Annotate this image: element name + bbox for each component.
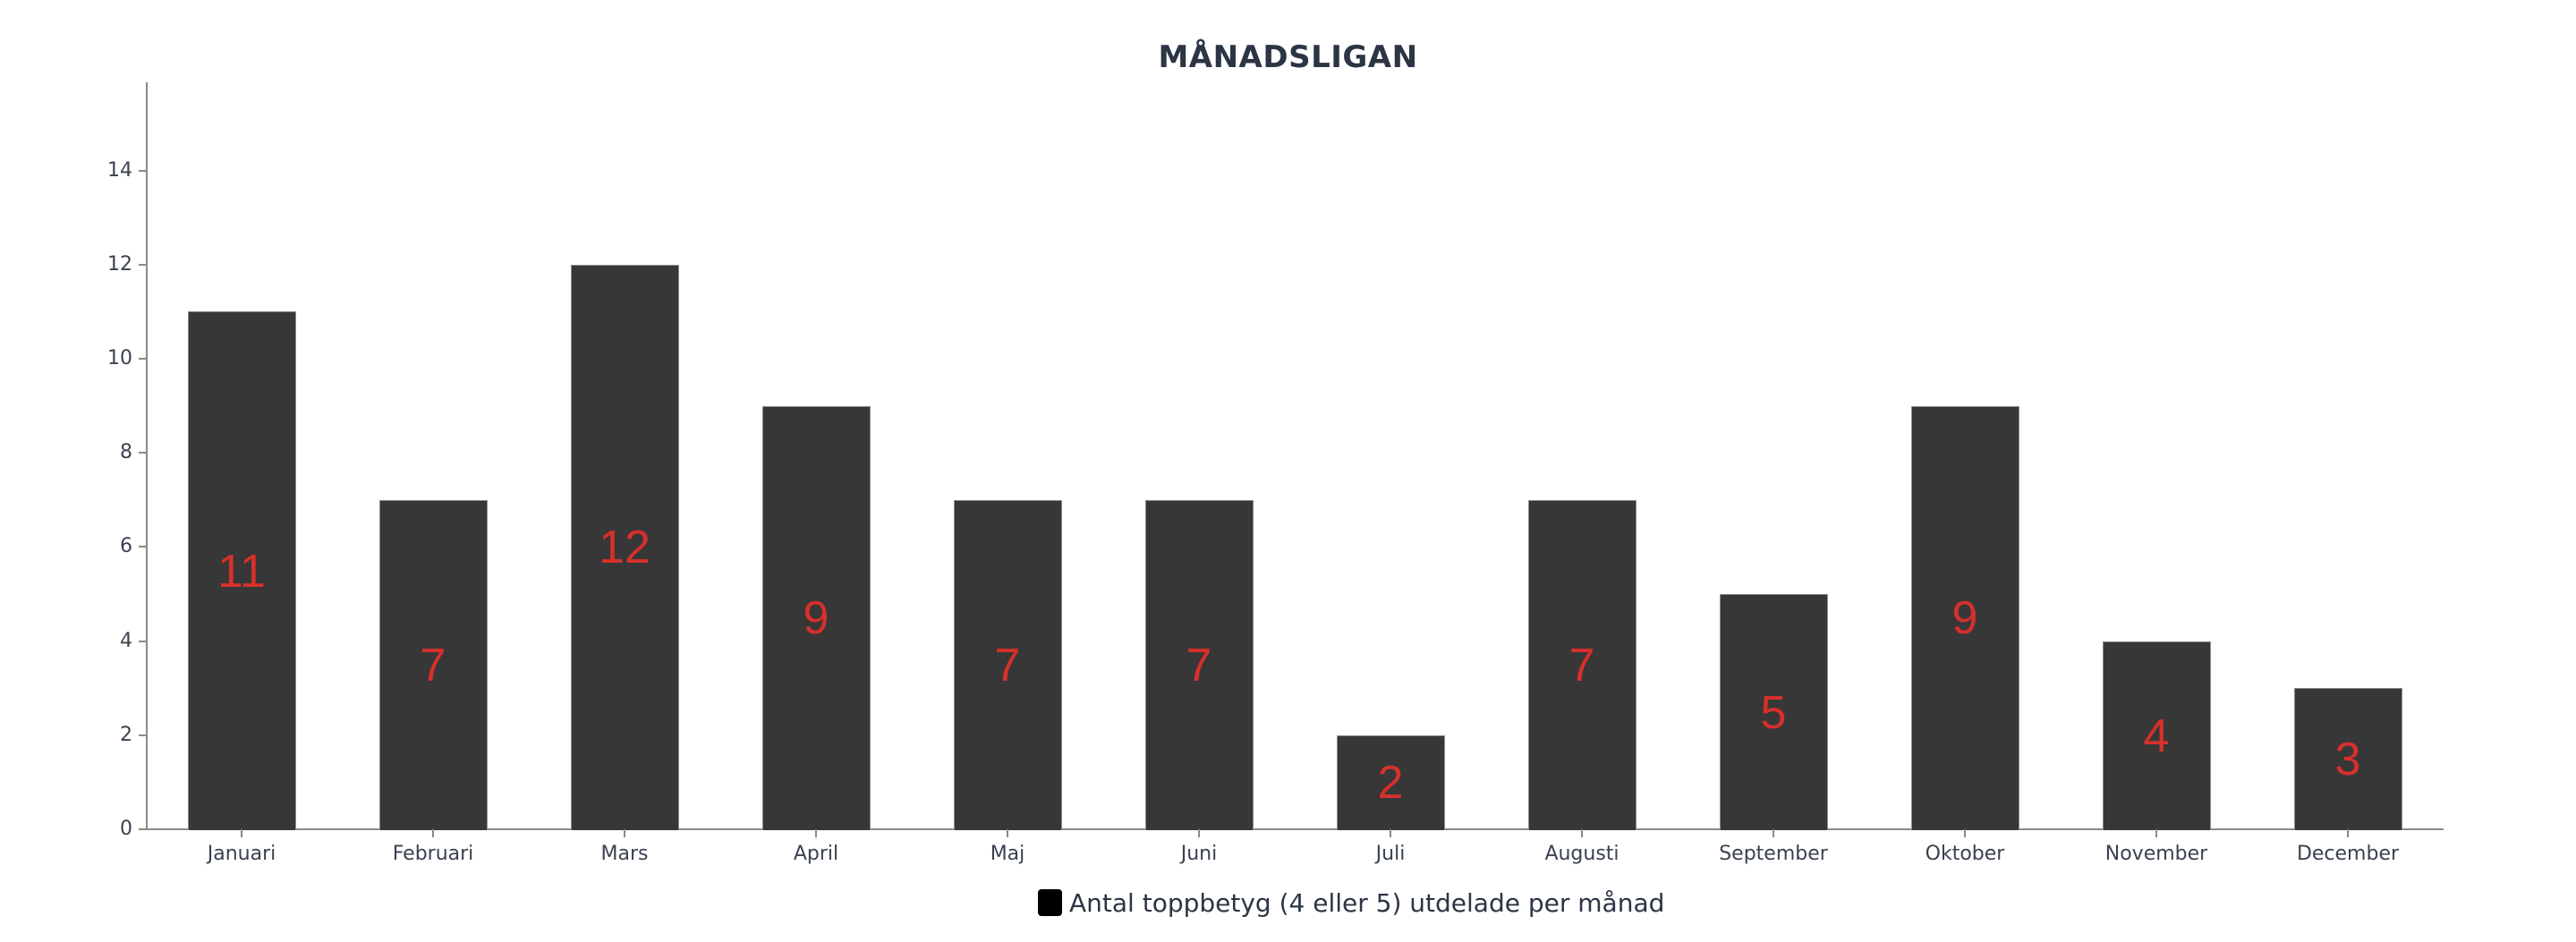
x-tick-label: Februari xyxy=(392,843,474,865)
x-tick xyxy=(624,829,625,837)
y-axis-line xyxy=(146,82,148,830)
x-tick-label: Juni xyxy=(1180,843,1218,865)
bar-december: 3 xyxy=(2293,688,2402,830)
x-tick-label: September xyxy=(1719,843,1828,865)
x-tick xyxy=(241,829,242,837)
chart-title: MÅNADSLIGAN xyxy=(1158,39,1418,75)
x-tick xyxy=(1773,829,1774,837)
x-tick xyxy=(1390,829,1391,837)
bar-value-label: 11 xyxy=(217,545,266,598)
bar-value-label: 3 xyxy=(2334,734,2361,786)
x-tick xyxy=(432,829,434,837)
y-tick-label: 8 xyxy=(120,441,132,464)
x-tick-label: November xyxy=(2104,843,2208,865)
y-tick xyxy=(139,546,147,548)
x-tick-label: Maj xyxy=(990,843,1025,865)
bar-januari: 11 xyxy=(187,311,296,830)
x-tick-label: December xyxy=(2296,843,2400,865)
y-tick xyxy=(139,169,147,172)
bar-april: 9 xyxy=(761,405,871,830)
bar-juni: 7 xyxy=(1144,499,1254,830)
legend: Antal toppbetyg (4 eller 5) utdelade per… xyxy=(1038,886,1664,920)
x-tick-label: Augusti xyxy=(1544,843,1620,865)
x-tick xyxy=(1007,829,1008,837)
x-tick-label: Mars xyxy=(600,843,649,865)
y-tick-label: 2 xyxy=(120,723,132,746)
bar-november: 4 xyxy=(2102,641,2211,830)
legend-label: Antal toppbetyg (4 eller 5) utdelade per… xyxy=(1069,887,1665,918)
x-axis-line xyxy=(146,828,2444,830)
x-tick-label: Januari xyxy=(207,843,276,865)
y-tick-label: 0 xyxy=(120,818,132,840)
bar-value-label: 7 xyxy=(1186,639,1212,692)
y-tick xyxy=(139,452,147,454)
bar-value-label: 4 xyxy=(2143,709,2170,762)
x-tick xyxy=(815,829,817,837)
y-tick-label: 14 xyxy=(107,158,132,182)
bar-value-label: 7 xyxy=(994,639,1021,692)
y-tick xyxy=(139,358,147,360)
x-tick-label: Juli xyxy=(1375,843,1406,865)
bar-value-label: 12 xyxy=(599,522,650,574)
y-tick-label: 12 xyxy=(107,252,132,276)
y-tick xyxy=(139,828,147,830)
x-tick xyxy=(2155,829,2157,837)
bar-september: 5 xyxy=(1719,594,1828,830)
x-tick-label: Oktober xyxy=(1925,843,2005,865)
x-tick xyxy=(1198,829,1200,837)
y-tick-label: 4 xyxy=(120,629,132,652)
x-tick xyxy=(1581,829,1583,837)
x-tick-label: April xyxy=(793,843,839,865)
y-tick-label: 6 xyxy=(120,535,132,558)
y-tick xyxy=(139,640,147,642)
bar-value-label: 2 xyxy=(1377,757,1404,810)
bar-value-label: 7 xyxy=(420,639,446,692)
y-tick xyxy=(139,734,147,736)
bar-juli: 2 xyxy=(1336,734,1445,830)
y-tick xyxy=(139,263,147,266)
bar-value-label: 7 xyxy=(1569,639,1595,692)
x-tick xyxy=(2347,829,2349,837)
legend-swatch xyxy=(1038,889,1062,916)
bar-value-label: 9 xyxy=(1951,592,1978,645)
bar-value-label: 5 xyxy=(1760,686,1787,739)
bar-oktober: 9 xyxy=(1910,405,2019,830)
bar-maj: 7 xyxy=(953,499,1062,830)
bar-februari: 7 xyxy=(378,499,488,830)
bar-value-label: 9 xyxy=(803,592,829,645)
bar-augusti: 7 xyxy=(1527,499,1637,830)
x-tick xyxy=(1964,829,1966,837)
bar-mars: 12 xyxy=(570,264,679,830)
y-tick-label: 10 xyxy=(107,347,132,369)
